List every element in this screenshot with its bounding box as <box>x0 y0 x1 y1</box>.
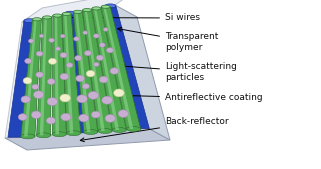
Ellipse shape <box>86 70 95 77</box>
Ellipse shape <box>37 133 51 138</box>
Ellipse shape <box>24 19 35 23</box>
Ellipse shape <box>114 89 124 97</box>
Polygon shape <box>62 14 81 133</box>
Ellipse shape <box>32 84 39 89</box>
Ellipse shape <box>39 34 44 38</box>
Ellipse shape <box>31 111 41 118</box>
Ellipse shape <box>101 5 110 8</box>
Ellipse shape <box>77 95 87 103</box>
Polygon shape <box>64 14 73 133</box>
Polygon shape <box>37 17 52 135</box>
Ellipse shape <box>65 11 76 15</box>
Polygon shape <box>105 6 149 128</box>
Polygon shape <box>82 10 112 131</box>
Ellipse shape <box>43 16 52 19</box>
Ellipse shape <box>29 39 34 43</box>
Ellipse shape <box>118 110 128 117</box>
Ellipse shape <box>62 12 71 15</box>
Ellipse shape <box>83 31 88 34</box>
Ellipse shape <box>66 63 73 68</box>
Polygon shape <box>65 13 88 133</box>
Ellipse shape <box>33 91 44 99</box>
Text: Si wires: Si wires <box>63 14 200 22</box>
Ellipse shape <box>127 127 141 131</box>
Ellipse shape <box>88 91 99 99</box>
Text: Transparent
polymer: Transparent polymer <box>117 27 218 52</box>
Ellipse shape <box>102 96 112 104</box>
Ellipse shape <box>73 10 82 13</box>
Polygon shape <box>103 7 133 129</box>
Ellipse shape <box>76 75 84 82</box>
Text: Light-scattering
particles: Light-scattering particles <box>121 62 237 82</box>
Ellipse shape <box>91 111 100 118</box>
Ellipse shape <box>60 73 69 80</box>
Ellipse shape <box>84 51 91 56</box>
Polygon shape <box>40 17 47 135</box>
Polygon shape <box>8 21 35 137</box>
Ellipse shape <box>94 62 99 66</box>
Ellipse shape <box>99 43 105 47</box>
Ellipse shape <box>79 114 89 122</box>
Ellipse shape <box>60 94 70 102</box>
Ellipse shape <box>60 53 67 58</box>
Text: Back-reflector: Back-reflector <box>80 117 229 142</box>
Ellipse shape <box>46 117 56 124</box>
Ellipse shape <box>74 37 79 41</box>
Ellipse shape <box>98 129 112 134</box>
Ellipse shape <box>32 18 41 21</box>
Ellipse shape <box>18 114 27 120</box>
Ellipse shape <box>60 34 65 38</box>
Ellipse shape <box>92 7 101 10</box>
Polygon shape <box>22 0 135 22</box>
Polygon shape <box>21 19 41 136</box>
Polygon shape <box>5 128 170 150</box>
Ellipse shape <box>48 58 56 64</box>
Ellipse shape <box>47 98 58 106</box>
Ellipse shape <box>110 68 119 74</box>
Polygon shape <box>101 7 141 129</box>
Ellipse shape <box>103 28 108 31</box>
Polygon shape <box>115 5 170 140</box>
Polygon shape <box>73 12 98 132</box>
Ellipse shape <box>99 76 108 83</box>
Ellipse shape <box>56 47 60 51</box>
Ellipse shape <box>25 58 32 64</box>
Polygon shape <box>94 8 119 130</box>
Ellipse shape <box>67 131 81 136</box>
Polygon shape <box>75 12 91 132</box>
Ellipse shape <box>61 113 71 121</box>
Ellipse shape <box>82 8 91 12</box>
Ellipse shape <box>96 55 104 61</box>
Ellipse shape <box>23 77 32 84</box>
Polygon shape <box>5 5 148 138</box>
Ellipse shape <box>82 84 89 89</box>
Ellipse shape <box>36 51 43 56</box>
Text: Antireflective coating: Antireflective coating <box>123 93 263 103</box>
Ellipse shape <box>105 4 116 8</box>
Polygon shape <box>85 10 105 131</box>
Ellipse shape <box>112 128 126 132</box>
Ellipse shape <box>75 55 82 61</box>
Ellipse shape <box>53 14 62 17</box>
Ellipse shape <box>52 132 66 137</box>
Ellipse shape <box>21 96 30 103</box>
Ellipse shape <box>105 114 115 122</box>
Polygon shape <box>92 8 126 130</box>
Ellipse shape <box>47 79 55 84</box>
Ellipse shape <box>21 134 35 139</box>
Ellipse shape <box>36 72 43 78</box>
Ellipse shape <box>84 130 98 135</box>
Ellipse shape <box>107 48 114 53</box>
Polygon shape <box>52 16 66 134</box>
Ellipse shape <box>93 34 99 38</box>
Ellipse shape <box>49 38 54 42</box>
Polygon shape <box>24 19 37 136</box>
Polygon shape <box>55 16 59 134</box>
